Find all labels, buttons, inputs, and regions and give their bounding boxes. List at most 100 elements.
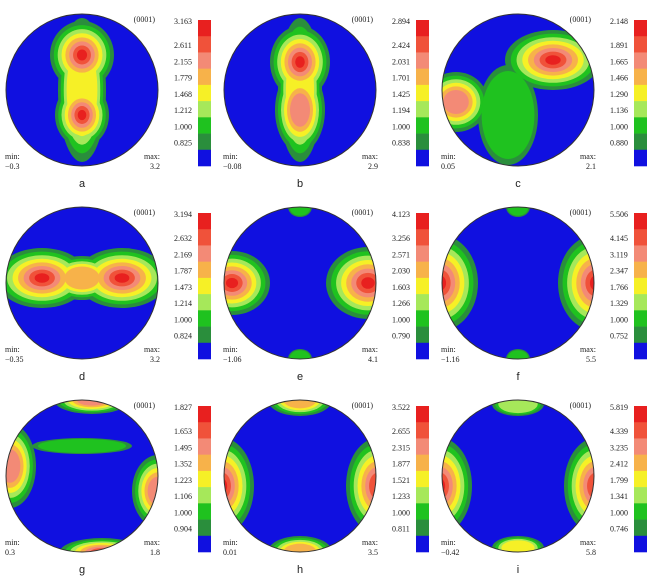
colorbar-label: 3.194 (174, 210, 192, 219)
colorbar-band (198, 470, 211, 488)
colorbar-band (634, 84, 647, 102)
colorbar-label: 1.827 (174, 403, 192, 412)
contour (369, 472, 376, 500)
colorbar-band (416, 213, 429, 230)
max-value: 2.9 (368, 162, 378, 171)
min-value: −0.42 (441, 548, 460, 557)
colorbar-label: 0.790 (392, 331, 410, 340)
pole-label: (0001) (352, 15, 374, 24)
contour (481, 71, 535, 159)
colorbar-band (198, 149, 211, 167)
colorbar-band (416, 454, 429, 472)
contour (442, 263, 456, 303)
contour (77, 109, 87, 121)
colorbar-label: 0.825 (174, 138, 192, 147)
colorbar-label: 2.347 (610, 267, 628, 276)
colorbar-band (416, 20, 429, 37)
colorbar-band (198, 52, 211, 69)
panel-letter: a (79, 178, 86, 190)
colorbar-band (198, 326, 211, 344)
max-value: 3.2 (150, 162, 160, 171)
colorbar-band (198, 438, 211, 455)
min-label: min: (223, 345, 238, 354)
max-value: 5.5 (586, 355, 596, 364)
colorbar-band (416, 519, 429, 537)
colorbar-label: 1.136 (610, 106, 628, 115)
colorbar-label: 3.235 (610, 443, 628, 452)
contour (289, 207, 311, 216)
colorbar-band (198, 454, 211, 472)
min-value: −1.16 (441, 355, 460, 364)
colorbar-label: 1.891 (610, 41, 628, 50)
contours (442, 30, 594, 165)
pole-figure-outline (223, 13, 377, 167)
colorbar-label: 1.653 (174, 427, 192, 436)
colorbar-band (416, 245, 429, 262)
colorbar-band (416, 406, 429, 423)
colorbar-label: 0.838 (392, 138, 410, 147)
colorbar-band (198, 20, 211, 37)
contour (225, 277, 239, 289)
contours (50, 18, 114, 162)
colorbar-band (198, 213, 211, 230)
max-label: max: (580, 538, 596, 547)
contour (498, 400, 538, 414)
colorbar-label: 1.473 (174, 283, 192, 292)
colorbar-label: 1.000 (610, 508, 628, 517)
max-value: 3.5 (368, 548, 378, 557)
colorbar-band (634, 149, 647, 167)
contour (365, 466, 376, 506)
colorbar-label: 1.290 (610, 90, 628, 99)
colorbar-label: 0.746 (610, 524, 628, 533)
colorbar-band (634, 277, 647, 295)
colorbar-band (634, 326, 647, 344)
colorbar-band (198, 229, 211, 246)
colorbar-label: 2.611 (174, 41, 192, 50)
colorbar-label: 2.412 (610, 460, 628, 469)
colorbar-band (634, 342, 647, 360)
colorbar-label: 1.000 (174, 508, 192, 517)
contour (580, 263, 594, 303)
colorbar-label: 2.424 (392, 41, 410, 50)
contour (507, 350, 529, 359)
contour (589, 275, 594, 291)
colorbar-label: 1.223 (174, 476, 192, 485)
colorbar-band (416, 422, 429, 439)
colorbar-label: 1.194 (392, 106, 410, 115)
colorbar-band (634, 213, 647, 230)
colorbar-band (198, 36, 211, 53)
colorbar-band (416, 229, 429, 246)
colorbar-label: 2.655 (392, 427, 410, 436)
contours (442, 400, 594, 552)
pole-figure-outline (441, 399, 595, 553)
colorbar-label: 3.522 (392, 403, 410, 412)
colorbar-band (416, 149, 429, 167)
colorbar-label: 1.106 (174, 492, 192, 501)
contour (6, 449, 21, 483)
max-label: max: (580, 345, 596, 354)
max-label: max: (362, 538, 378, 547)
max-value: 5.8 (586, 548, 596, 557)
colorbar-label: 1.466 (610, 74, 628, 83)
panel-letter: c (515, 178, 521, 190)
min-label: min: (223, 152, 238, 161)
colorbar-band (634, 117, 647, 134)
colorbar-band (634, 438, 647, 455)
max-label: max: (144, 345, 160, 354)
colorbar-band (634, 36, 647, 53)
min-label: min: (5, 345, 20, 354)
colorbar-band (416, 117, 429, 134)
colorbar-band (198, 117, 211, 134)
pole-figure-panel: (0001) min:−0.08 max:2.9 b 2.894 2.424 2.031 1.… (223, 13, 429, 190)
max-label: max: (362, 152, 378, 161)
pole-figure-panel: (0001) min:−0.42 max:5.8 i 5.819 4.339 3.235 2.… (441, 399, 647, 576)
pole-label: (0001) (352, 208, 374, 217)
contour (442, 275, 447, 291)
colorbar-band (416, 277, 429, 295)
colorbar-band (634, 422, 647, 439)
contour (443, 90, 469, 114)
contour (114, 273, 130, 283)
pole-label: (0001) (134, 15, 156, 24)
contour (442, 269, 451, 297)
